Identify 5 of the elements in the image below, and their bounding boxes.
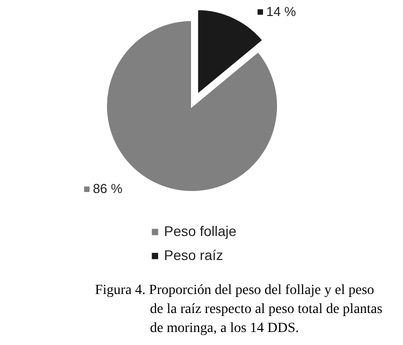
- legend-label: Peso raíz: [164, 247, 224, 263]
- text: Figura 4. Proporción del peso del follaje y el peso de la raíz respecto al peso total de plantas de moringa, a los 14 DDS.: [95, 283, 382, 336]
- data-label: 86 %: [92, 181, 123, 196]
- legend-label: Peso follaje: [164, 223, 237, 239]
- data-label: 14 %: [266, 4, 296, 19]
